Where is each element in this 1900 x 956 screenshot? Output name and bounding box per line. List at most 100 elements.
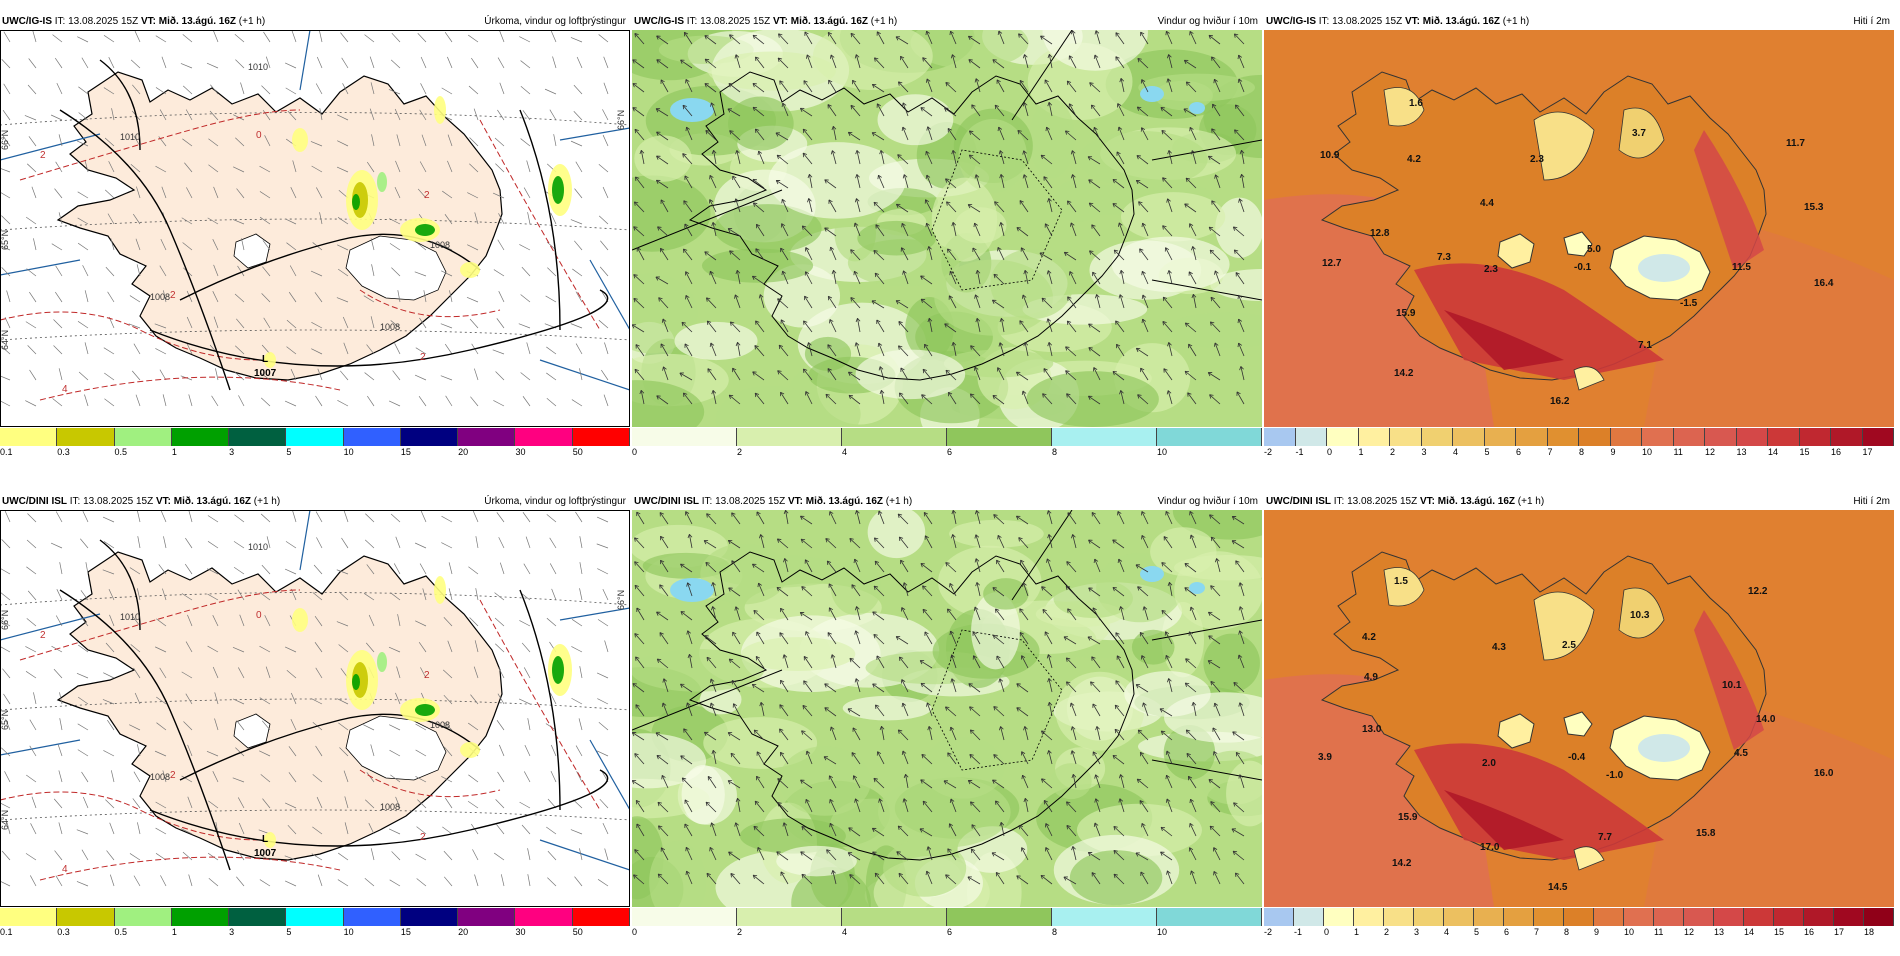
wind-arrow-head [855, 150, 860, 155]
wind-arrow-head [730, 873, 735, 878]
wind-arrow [833, 270, 837, 285]
wind-arrow-head [1093, 822, 1099, 827]
wind-arrow-head [871, 300, 877, 305]
wind-arrow [1063, 876, 1077, 885]
wind-barb [415, 620, 427, 627]
wind-arrow-head [801, 873, 806, 879]
wind-barb [604, 848, 609, 861]
wind-arrow-head [634, 537, 639, 542]
wind-arrow-head [898, 345, 903, 350]
wind-barb [232, 698, 245, 705]
wind-barb [391, 32, 401, 43]
wind-arrow [727, 732, 741, 741]
wind-arrow-head [826, 849, 831, 854]
temperature-value: 15.8 [1696, 828, 1716, 839]
wind-arrow [1185, 658, 1197, 669]
wind-arrow-head [754, 800, 760, 806]
wind-arrow [1113, 249, 1125, 261]
wind-arrow [926, 30, 933, 45]
wind-arrow [832, 870, 837, 885]
wind-barb [340, 32, 349, 43]
colorbar-tick-label: 0.3 [57, 447, 70, 457]
wind-barb [371, 134, 375, 147]
colorbar-tick-label: 6 [1504, 927, 1510, 937]
valid-time: Mið. 13.ágú. 16Z [1422, 16, 1500, 27]
wind-arrow [1048, 678, 1053, 693]
wind-arrow [710, 702, 717, 717]
wind-arrow [1065, 346, 1077, 357]
wind-arrow-head [922, 368, 928, 374]
wind-arrow-head [1019, 608, 1024, 613]
wind-arrow-head [1066, 681, 1071, 686]
wind-barb [207, 852, 219, 861]
wind-arrow-head [1088, 202, 1094, 207]
grid-line [559, 607, 630, 621]
glacier-area [1497, 713, 1535, 749]
wind-barb [341, 57, 349, 69]
strong-wind-area [1140, 86, 1164, 102]
wind-barb [106, 850, 115, 861]
wind-speed-area [812, 30, 933, 90]
colorbar-tick-label: 0.1 [0, 927, 13, 937]
lead-time: (+1 h) [870, 16, 898, 27]
wind-arrow-head [854, 678, 860, 683]
wind-barb [596, 750, 609, 757]
temperature-value: -1.0 [1606, 770, 1624, 781]
wind-barb [442, 826, 453, 835]
wind-speed-area [910, 30, 1029, 69]
wind-arrow [735, 54, 741, 69]
wind-barb [574, 876, 583, 887]
colorbar-swatch [1673, 428, 1705, 446]
wind-arrow-head [920, 682, 926, 688]
precip-area [552, 176, 564, 204]
wind-barb [544, 88, 557, 95]
wind-arrow [873, 585, 885, 597]
wind-barb [154, 750, 167, 757]
wind-arrow [919, 660, 933, 669]
wind-arrow-head [824, 227, 829, 232]
wind-arrow-head [1042, 393, 1047, 398]
wind-arrow [683, 248, 693, 261]
wind-arrow [975, 558, 981, 573]
wind-arrow [947, 128, 957, 141]
wind-barb [499, 744, 505, 757]
wind-arrow [968, 780, 981, 789]
wind-barb [415, 347, 427, 355]
wind-arrow-head [878, 366, 884, 371]
wind-arrow [732, 175, 741, 189]
wind-barb [602, 822, 609, 835]
colorbar-swatch [400, 428, 459, 446]
wind-arrow-head [974, 534, 980, 539]
wind-barb [546, 826, 557, 835]
wind-arrow-head [1165, 510, 1170, 516]
wind-barb [285, 218, 297, 225]
wind-barb [317, 874, 323, 887]
wind-arrow-head [1162, 225, 1167, 230]
wind-arrow [728, 851, 741, 861]
precip-area [415, 224, 435, 236]
temperature-value: 3.7 [1632, 128, 1646, 139]
colorbar-swatch [1474, 908, 1504, 926]
glacier-area [1563, 231, 1593, 257]
wind-arrow-head [754, 128, 760, 133]
wind-barb [215, 368, 219, 381]
wind-arrow-head [783, 510, 789, 515]
wind-arrow [757, 847, 765, 861]
wind-arrow [756, 224, 765, 237]
wind-arrow [1238, 318, 1245, 333]
wind-barb [29, 369, 37, 381]
wind-arrow [803, 656, 813, 669]
wind-arrow-head [635, 344, 640, 349]
wind-arrow-head [1069, 702, 1075, 707]
temperature-value: 3.9 [1318, 752, 1332, 763]
colorbar-tick-label: 15 [400, 447, 411, 457]
wind-arrow-head [1017, 129, 1022, 135]
temperature-value: 2.5 [1562, 640, 1576, 651]
wind-arrow-head [1235, 272, 1240, 277]
wind-arrow-head [1212, 103, 1217, 109]
wind-arrow [902, 750, 909, 765]
wind-arrow-head [853, 222, 859, 227]
wind-arrow [948, 391, 957, 405]
wind-arrow-head [1210, 801, 1215, 806]
wind-arrow [992, 395, 1005, 405]
